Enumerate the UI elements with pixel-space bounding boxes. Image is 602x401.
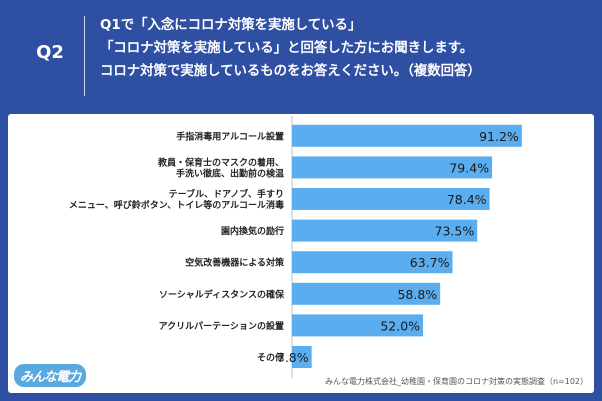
- bar-7: [292, 346, 312, 368]
- question-line-1: Q1で「入念にコロナ対策を実施している」: [100, 18, 362, 33]
- value-label-6: 52.0%: [380, 318, 420, 333]
- category-label-line: 手洗い徹底、出勤前の検温: [176, 167, 284, 179]
- bar-6: [292, 314, 424, 337]
- header: Q2 Q1で「入念にコロナ対策を実施している」 「コロナ対策を実施している」と回…: [0, 0, 602, 112]
- value-label-1: 79.4%: [449, 160, 489, 175]
- category-label-line: 空気改善機器による対策: [185, 257, 285, 269]
- divider: [84, 16, 85, 96]
- category-label-6: アクリルパーテーションの設置: [159, 320, 284, 332]
- bar-2: [292, 188, 490, 210]
- category-label-line: メニュー、呼び鈴ボタン、トイレ等のアルコール消毒: [69, 199, 284, 211]
- question-line-3: コロナ対策で実施しているものをお答えください。（複数回答）: [100, 64, 481, 79]
- category-label-line: ソーシャルディスタンスの確保: [159, 288, 285, 300]
- bar-chart: 91.2% 手指消毒用アルコール設置 79.4% 教員・保育士のマスクの着用、手洗い徹…: [69, 116, 522, 378]
- category-label-line: 手指消毒用アルコール設置: [176, 130, 284, 142]
- category-label-4: 空気改善機器による対策: [185, 257, 285, 269]
- bar-4: [292, 251, 453, 274]
- bar-3: [292, 219, 478, 242]
- value-label-2: 78.4%: [447, 192, 487, 207]
- category-label-line: その他: [257, 352, 284, 364]
- category-label-line: 教員・保育士のマスクの着用、: [157, 156, 284, 168]
- brand-logo: みんな電力: [14, 364, 87, 387]
- bar-5: [292, 282, 441, 305]
- category-label-1: 教員・保育士のマスクの着用、手洗い徹底、出勤前の検温: [157, 156, 284, 179]
- value-label-5: 58.8%: [397, 287, 437, 302]
- question-text: Q1で「入念にコロナ対策を実施している」 「コロナ対策を実施している」と回答した…: [100, 14, 595, 83]
- question-line-2: 「コロナ対策を実施している」と回答した方にお聞きします。: [100, 41, 474, 56]
- category-label-line: アクリルパーテーションの設置: [159, 320, 284, 332]
- category-label-3: 園内換気の励行: [221, 225, 284, 237]
- category-label-5: ソーシャルディスタンスの確保: [159, 288, 285, 300]
- value-label-3: 73.5%: [435, 224, 475, 239]
- question-number: Q2: [36, 42, 64, 63]
- category-label-line: テーブル、ドアノブ、手すり: [169, 188, 284, 200]
- category-label-7: その他: [257, 352, 284, 364]
- value-label-0: 91.2%: [479, 129, 519, 144]
- source-note: みんな電力株式会社_幼稚園・保育園のコロナ対策の実態調査（n=102）: [324, 377, 588, 386]
- chart-panel: 91.2% 手指消毒用アルコール設置 79.4% 教員・保育士のマスクの着用、手洗い徹…: [8, 114, 594, 393]
- category-label-0: 手指消毒用アルコール設置: [176, 130, 284, 142]
- category-label-2: テーブル、ドアノブ、手すりメニュー、呼び鈴ボタン、トイレ等のアルコール消毒: [69, 188, 284, 211]
- bar-1: [292, 156, 493, 179]
- category-label-line: 園内換気の励行: [221, 225, 284, 237]
- value-label-7: 7.8%: [277, 350, 309, 365]
- value-label-4: 63.7%: [410, 255, 450, 270]
- bar-0: [292, 124, 522, 147]
